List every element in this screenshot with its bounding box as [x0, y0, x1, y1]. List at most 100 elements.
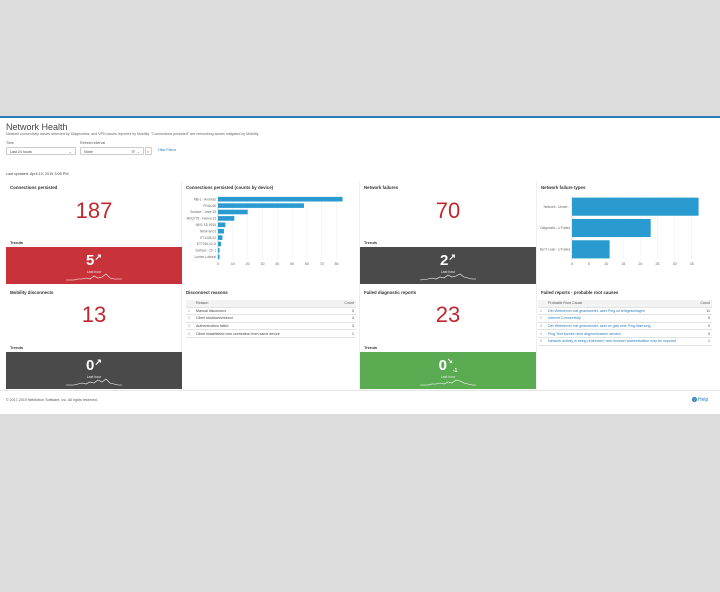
x-tick-label: 0: [217, 262, 219, 266]
row-index: 1: [186, 307, 194, 316]
table-row[interactable]: 4 Client established new connection from …: [186, 329, 356, 338]
bar: [218, 228, 224, 234]
gear-icon[interactable]: ⚙: [131, 149, 135, 154]
trend-delta: -1: [452, 368, 458, 374]
x-tick-label: 30: [673, 262, 677, 266]
x-tick-label: 30: [260, 262, 264, 266]
row-label[interactable]: Ping Test konnte nicht abgeschlossen wer…: [546, 329, 697, 338]
refresh-select-value: None: [84, 150, 93, 154]
row-index: 4: [538, 329, 546, 338]
network-failures-trend-tile[interactable]: 2↗ Last hour: [360, 247, 536, 284]
root-causes-table: Probable Root Cause Count 1 Der Webserver…: [538, 300, 712, 346]
trend-value: 2: [440, 252, 449, 269]
row-label: Client shutdown/reboot: [194, 314, 335, 323]
y-tick-label: Diagnostic - U Failed: [540, 226, 570, 230]
row-index: 5: [538, 337, 546, 346]
row-count: 5: [334, 307, 356, 316]
bar: [218, 235, 223, 240]
bar: [218, 241, 221, 247]
row-count: 1: [334, 329, 356, 338]
bar: [218, 203, 304, 208]
x-tick-label: 0: [571, 262, 573, 266]
bar: [218, 254, 220, 260]
trend-period: Last hour: [86, 375, 102, 379]
row-count: 11: [696, 307, 712, 316]
bar: [572, 240, 610, 259]
x-tick-label: 25: [656, 262, 660, 266]
mobility-disconnects-value[interactable]: 13: [81, 302, 107, 327]
hide-filters-link[interactable]: Hide Filters: [158, 148, 177, 152]
x-tick-label: 50: [290, 262, 294, 266]
failed-diagnostic-reports-trend-tile[interactable]: 0↘ -1 Last hour: [360, 352, 536, 389]
connections-persisted-trend-tile[interactable]: 5↗ Last hour: [6, 247, 182, 284]
x-tick-label: 20: [638, 262, 642, 266]
column-header-cause[interactable]: Probable Root Cause: [546, 300, 697, 308]
last-updated: Last updated: April 19, 2019 3:05 PM: [6, 172, 69, 176]
table-row[interactable]: 2 Internet Connectivity 5: [538, 314, 712, 323]
dashboard-page: Network Health Network connectivity issu…: [0, 116, 720, 414]
row-index: 2: [538, 314, 546, 323]
failed-reports-root-causes-title: Failed reports - probable root causes: [541, 290, 619, 295]
trend-value: 0: [86, 357, 95, 374]
sparkline: [420, 379, 476, 386]
bar: [218, 196, 343, 202]
clear-refresh-button[interactable]: ×: [145, 147, 152, 155]
failed-diagnostic-reports-value[interactable]: 23: [435, 302, 461, 327]
y-tick-label: ET1028-02: [200, 236, 216, 240]
table-row[interactable]: 3 Der Webserver hat geantwortet, aber es …: [538, 322, 712, 331]
connections-persisted-value[interactable]: 187: [75, 198, 113, 223]
time-select-value: Last 24 hours: [10, 150, 32, 154]
row-index: 3: [538, 322, 546, 331]
network-failure-types-chart: 0 5 10 15 20 25 30 35 Network - Unsee... Diagnost…: [540, 196, 699, 266]
x-tick-label: 10: [604, 262, 608, 266]
y-tick-label: NKG-SS-9915: [196, 223, 217, 227]
table-row[interactable]: 3 Authentication failed 3: [186, 322, 356, 331]
x-tick-label: 40: [275, 262, 279, 266]
column-header-count[interactable]: Count: [334, 300, 356, 308]
help-link[interactable]: ? Help: [692, 397, 708, 403]
bar: [218, 209, 248, 215]
table-row[interactable]: 5 Network activity is being redirected; w…: [538, 337, 712, 346]
trends-label: Trends: [10, 345, 24, 350]
y-tick-label: PDAs 66: [203, 204, 216, 208]
trend-period: Last hour: [440, 375, 456, 379]
time-select[interactable]: Last 24 hours ⌄: [6, 147, 76, 155]
bar: [572, 197, 699, 216]
arrow-up-right-icon: ↗: [448, 252, 456, 262]
bar: [218, 216, 235, 221]
row-count: 3: [334, 322, 356, 331]
trend-period: Last hour: [440, 270, 456, 274]
x-tick-label: 20: [246, 262, 250, 266]
column-header-count[interactable]: Count: [696, 300, 712, 308]
refresh-select[interactable]: None ⚙ ⌄: [80, 147, 144, 155]
row-count: 5: [696, 314, 712, 323]
table-row[interactable]: 1 Manual disconnect 5: [186, 307, 356, 316]
row-label[interactable]: Der Webserver hat geantwortet, aber es g…: [546, 322, 697, 331]
row-label[interactable]: Network activity is being redirected; we…: [546, 337, 697, 346]
row-label[interactable]: Internet Connectivity: [546, 314, 697, 323]
connections-by-device-chart: 0 10 20 30 40 50 60 70 80 MB-1 - Andreas PDAs 66 Su…: [187, 196, 343, 266]
trends-label: Trends: [364, 345, 378, 350]
row-label[interactable]: Der Webserver hat geantwortet, aber Ping…: [546, 307, 697, 316]
help-label: Help: [698, 397, 709, 403]
table-row[interactable]: 4 Ping Test konnte nicht abgeschlossen we…: [538, 329, 712, 338]
page-title: Network Health: [6, 122, 68, 132]
x-tick-label: 80: [335, 262, 339, 266]
table-row[interactable]: 1 Der Webserver hat geantwortet, aber Pin…: [538, 307, 712, 316]
x-tick-label: 35: [690, 262, 694, 266]
table-row[interactable]: 2 Client shutdown/reboot 4: [186, 314, 356, 323]
x-tick-label: 70: [320, 262, 324, 266]
mobility-disconnects-trend-tile[interactable]: 0↗ Last hour: [6, 352, 182, 389]
network-failures-value[interactable]: 70: [435, 198, 461, 223]
x-tick-label: 15: [621, 262, 625, 266]
refresh-label: Refresh interval: [80, 141, 106, 145]
network-failures-title: Network failures: [364, 185, 399, 190]
copyright: © 2017-2019 NetMotion Software, Inc. All…: [6, 398, 98, 402]
column-header-reason[interactable]: Reason: [194, 300, 335, 308]
x-tick-label: 5: [588, 262, 590, 266]
bar: [218, 248, 220, 253]
row-index: 2: [186, 314, 194, 323]
page-subtitle: Network connectivity issues detected by …: [6, 132, 260, 136]
help-icon: ?: [692, 397, 697, 402]
connections-by-device-title: Connections persisted (counts by device): [186, 185, 274, 190]
